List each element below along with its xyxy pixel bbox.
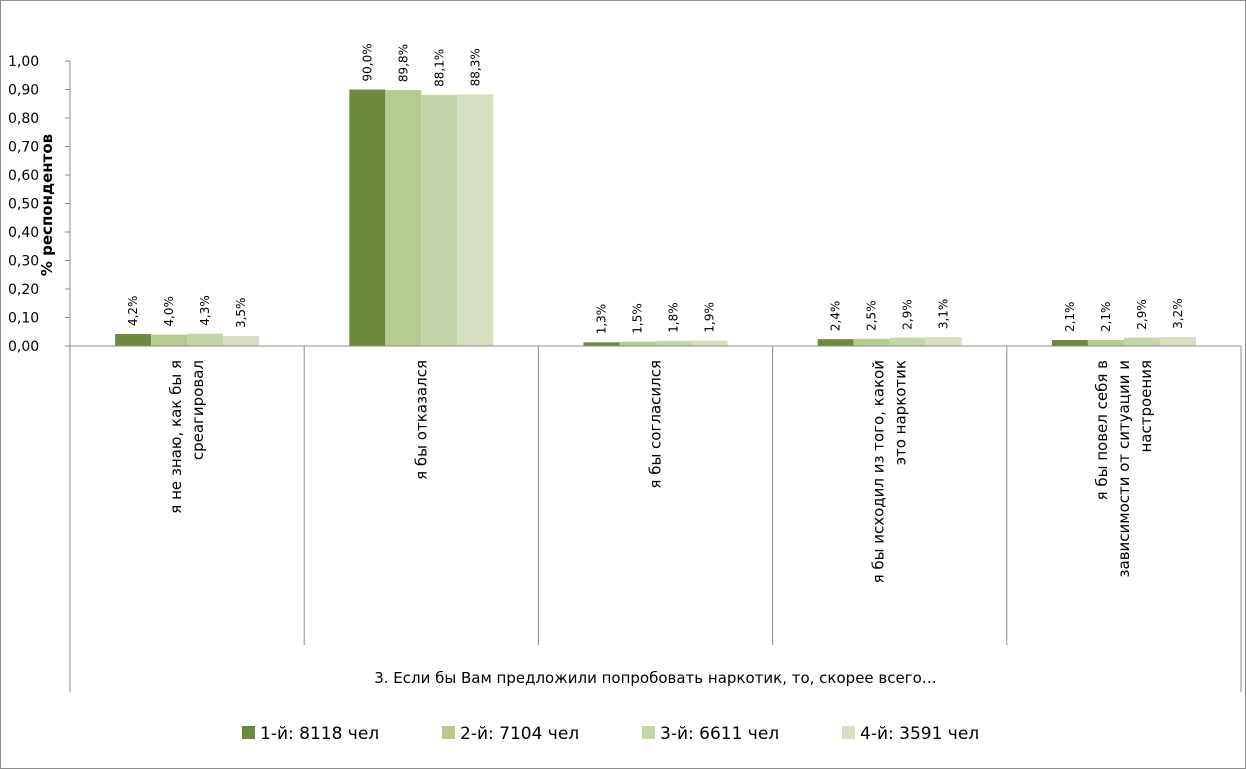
data-label: 88,3% xyxy=(468,48,482,86)
legend-entry: 4-й: 3591 чел xyxy=(860,724,979,744)
bar xyxy=(1123,337,1160,346)
category-label: я бы согласился xyxy=(647,360,665,489)
data-label: 3,5% xyxy=(234,298,248,329)
data-label: 1,3% xyxy=(595,304,609,335)
data-labels: 4,2% 4,0% 4,3% 3,5% 90,0% 89,8% 88,1% 88,3% 1,3%… xyxy=(126,43,1185,334)
bar xyxy=(583,342,620,346)
y-tick-label: 0,30 xyxy=(8,254,39,270)
bar xyxy=(691,340,728,346)
bar xyxy=(619,341,656,346)
bar xyxy=(925,337,962,346)
bar xyxy=(385,90,422,346)
category-label: я бы повел себя в xyxy=(1093,360,1111,500)
bar xyxy=(151,334,188,346)
legend-swatch xyxy=(442,726,455,739)
category-label: это наркотик xyxy=(892,360,910,465)
y-tick-label: 0,90 xyxy=(8,83,39,99)
bar xyxy=(853,338,890,346)
category-label: я бы отказался xyxy=(412,360,430,480)
data-label: 2,1% xyxy=(1063,302,1077,333)
bar xyxy=(1087,340,1124,346)
bar xyxy=(349,89,386,346)
axes xyxy=(69,61,1242,692)
data-label: 1,9% xyxy=(703,302,717,333)
legend: 1-й: 8118 чел 2-й: 7104 чел 3-й: 6611 чел 4… xyxy=(242,724,979,744)
legend-swatch xyxy=(842,726,855,739)
y-tick-label: 0,40 xyxy=(8,225,39,241)
y-tick-label: 0,20 xyxy=(8,282,39,298)
y-tick-label: 0,70 xyxy=(8,140,39,156)
data-label: 2,5% xyxy=(865,300,879,331)
data-label: 2,9% xyxy=(1135,299,1149,330)
data-label: 1,5% xyxy=(631,303,645,334)
bar xyxy=(655,340,692,346)
data-label: 2,1% xyxy=(1099,302,1113,333)
data-label: 3,2% xyxy=(1171,298,1185,329)
bars xyxy=(115,89,1196,346)
data-label: 3,1% xyxy=(937,299,951,330)
y-axis-ticks: 0,00 0,10 0,20 0,30 0,40 0,50 0,60 0,70 0,80 0,90… xyxy=(8,54,70,355)
bar xyxy=(421,94,458,346)
category-label: настроения xyxy=(1137,360,1155,453)
data-label: 2,9% xyxy=(901,299,915,330)
data-label: 88,1% xyxy=(432,49,446,87)
bar xyxy=(817,339,854,346)
y-tick-label: 0,10 xyxy=(8,311,39,327)
legend-entry: 3-й: 6611 чел xyxy=(660,724,779,744)
data-label: 4,2% xyxy=(126,296,140,327)
y-axis-title: % респондентов xyxy=(38,134,56,276)
data-label: 4,0% xyxy=(162,296,176,327)
legend-entry: 2-й: 7104 чел xyxy=(460,724,579,744)
legend-swatch xyxy=(642,726,655,739)
data-label: 89,8% xyxy=(396,44,410,82)
y-tick-label: 0,00 xyxy=(8,339,39,355)
data-label: 90,0% xyxy=(360,43,374,81)
data-label: 2,4% xyxy=(829,301,843,332)
bar xyxy=(457,94,494,346)
category-label: среагировал xyxy=(189,360,207,460)
bar xyxy=(223,336,260,346)
bar xyxy=(187,333,224,346)
y-tick-label: 0,50 xyxy=(8,197,39,213)
data-label: 4,3% xyxy=(198,295,212,326)
bar xyxy=(1159,336,1196,346)
category-label: я не знаю, как бы я xyxy=(167,360,185,514)
bar xyxy=(115,334,152,346)
y-tick-label: 0,60 xyxy=(8,168,39,184)
bar xyxy=(1051,340,1088,346)
y-tick-label: 1,00 xyxy=(8,54,39,70)
category-label: я бы исходил из того, какой xyxy=(870,360,888,583)
legend-swatch xyxy=(242,726,255,739)
category-labels: я не знаю, как бы я среагировал я бы отказ… xyxy=(167,360,1155,583)
x-axis-group-title: 3. Если бы Вам предложили попробовать на… xyxy=(374,669,937,687)
legend-entry: 1-й: 8118 чел xyxy=(260,724,379,744)
data-label: 1,8% xyxy=(667,302,681,333)
category-label: зависимости от ситуации и xyxy=(1115,360,1133,577)
y-tick-label: 0,80 xyxy=(8,111,39,127)
bar xyxy=(889,337,926,346)
